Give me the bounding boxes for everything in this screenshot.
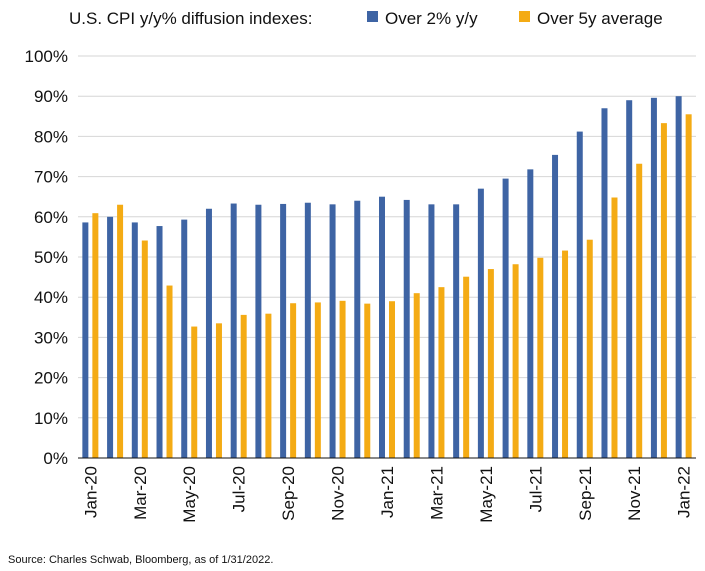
y-tick-label: 20% bbox=[34, 369, 68, 388]
bar-over-5y-avg bbox=[487, 269, 494, 458]
bar-over-5y-avg bbox=[166, 285, 173, 458]
bar-over-5y-avg bbox=[215, 323, 222, 458]
bar-over-2pct bbox=[502, 178, 509, 459]
x-tick-label: Sep-21 bbox=[576, 466, 595, 521]
bar-over-2pct bbox=[329, 204, 336, 458]
bar-over-5y-avg bbox=[191, 326, 198, 458]
bar-over-5y-avg bbox=[636, 163, 643, 459]
x-tick-label: Sep-20 bbox=[279, 466, 298, 521]
y-tick-label: 50% bbox=[34, 248, 68, 267]
bar-over-5y-avg bbox=[463, 276, 470, 458]
bar-over-2pct bbox=[601, 108, 608, 458]
x-tick-label: Mar-20 bbox=[131, 466, 150, 520]
bar-over-5y-avg bbox=[364, 303, 371, 458]
x-tick-label: Jan-21 bbox=[378, 466, 397, 518]
bar-over-5y-avg bbox=[141, 240, 148, 458]
bar-over-5y-avg bbox=[92, 213, 99, 458]
bar-over-5y-avg bbox=[586, 239, 593, 458]
bar-over-2pct bbox=[230, 203, 237, 458]
bar-over-2pct bbox=[428, 204, 435, 458]
bar-over-2pct bbox=[131, 222, 138, 458]
legend-swatch-over-2pct bbox=[367, 11, 378, 22]
y-axis-ticks: 0% 10% 20% 30% 40% 50% 60% 70% 80% 90% 100% bbox=[25, 47, 68, 468]
x-tick-label: Mar-21 bbox=[427, 466, 446, 520]
bar-over-5y-avg bbox=[314, 302, 321, 458]
bar-over-2pct bbox=[675, 96, 682, 458]
y-tick-label: 100% bbox=[25, 47, 68, 66]
x-tick-label: Jul-21 bbox=[526, 466, 545, 512]
y-tick-label: 80% bbox=[34, 127, 68, 146]
x-axis-ticks: Jan-20 Mar-20 May-20 Jul-20 Sep-20 Nov-20 Jan-… bbox=[81, 466, 693, 523]
x-tick-label: May-20 bbox=[180, 466, 199, 523]
bar-over-2pct bbox=[453, 204, 460, 458]
bar-over-2pct bbox=[107, 216, 114, 458]
bar-over-5y-avg bbox=[339, 300, 346, 458]
bar-over-5y-avg bbox=[413, 293, 420, 458]
bar-over-5y-avg bbox=[438, 287, 445, 458]
bars bbox=[82, 96, 692, 459]
bar-over-2pct bbox=[552, 154, 559, 458]
bar-over-2pct bbox=[576, 131, 583, 458]
y-tick-label: 30% bbox=[34, 328, 68, 347]
x-tick-label: Jan-22 bbox=[675, 466, 694, 518]
bar-over-5y-avg bbox=[512, 264, 519, 458]
bar-over-2pct bbox=[403, 199, 410, 459]
bar-over-5y-avg bbox=[117, 204, 124, 458]
x-tick-label: Jul-20 bbox=[230, 466, 249, 512]
x-tick-label: Jan-20 bbox=[81, 466, 100, 518]
bar-over-5y-avg bbox=[240, 314, 247, 458]
gridlines bbox=[78, 55, 696, 419]
chart-title: U.S. CPI y/y% diffusion indexes: bbox=[69, 9, 312, 28]
y-tick-label: 40% bbox=[34, 288, 68, 307]
bar-over-2pct bbox=[354, 200, 361, 458]
bar-over-2pct bbox=[527, 169, 534, 459]
legend-label-over-2pct: Over 2% y/y bbox=[385, 9, 478, 28]
legend-label-over-5y-avg: Over 5y average bbox=[537, 9, 663, 28]
bar-over-2pct bbox=[156, 226, 163, 458]
legend-swatch-over-5y-avg bbox=[519, 11, 530, 22]
bar-over-5y-avg bbox=[611, 197, 618, 458]
x-tick-label: Nov-20 bbox=[329, 466, 348, 521]
y-tick-label: 90% bbox=[34, 87, 68, 106]
bar-over-2pct bbox=[626, 100, 633, 458]
x-tick-label: May-21 bbox=[477, 466, 496, 523]
bar-over-2pct bbox=[650, 97, 657, 458]
bar-over-2pct bbox=[379, 196, 385, 458]
y-tick-label: 70% bbox=[34, 168, 68, 187]
y-tick-label: 10% bbox=[34, 409, 68, 428]
bar-over-2pct bbox=[205, 208, 212, 458]
bar-over-2pct bbox=[82, 222, 89, 458]
y-tick-label: 0% bbox=[43, 449, 68, 468]
bar-over-2pct bbox=[280, 203, 287, 458]
bar-over-2pct bbox=[477, 188, 484, 458]
bar-over-5y-avg bbox=[562, 250, 569, 458]
bar-over-2pct bbox=[255, 204, 262, 458]
x-tick-label: Nov-21 bbox=[625, 466, 644, 521]
source-note: Source: Charles Schwab, Bloomberg, as of… bbox=[8, 554, 273, 566]
y-tick-label: 60% bbox=[34, 208, 68, 227]
bar-over-5y-avg bbox=[660, 123, 667, 458]
bar-over-2pct bbox=[304, 202, 311, 458]
bar-over-5y-avg bbox=[537, 257, 544, 458]
bar-over-2pct bbox=[181, 219, 188, 458]
bar-over-5y-avg bbox=[290, 303, 297, 458]
bar-over-5y-avg bbox=[685, 114, 692, 458]
bar-over-5y-avg bbox=[265, 313, 272, 458]
bar-over-5y-avg bbox=[389, 301, 395, 458]
